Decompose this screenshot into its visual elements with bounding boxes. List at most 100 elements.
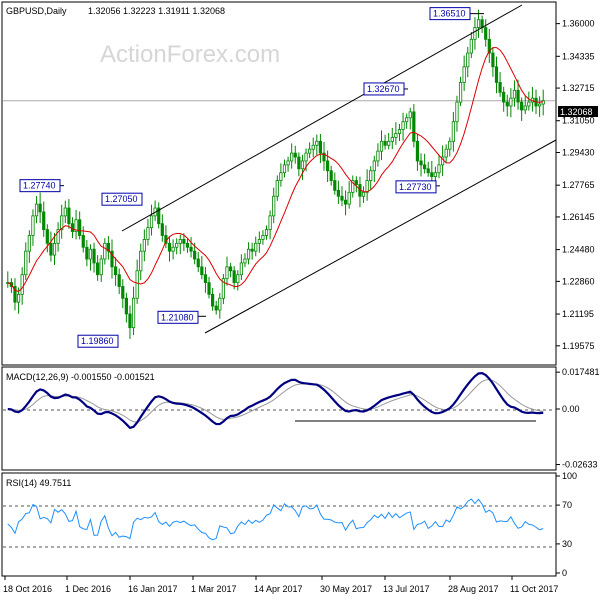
- candle-body: [390, 137, 394, 142]
- key-level-box: [429, 7, 471, 21]
- candle-body: [13, 286, 17, 303]
- candle-body: [160, 223, 164, 236]
- candle-body: [196, 258, 200, 268]
- candle-body: [106, 242, 111, 252]
- candle-body: [218, 297, 222, 311]
- price-panel: ActionForex.com 1.277401.198601.270501.2…: [1, 1, 598, 366]
- candle-body: [538, 103, 542, 107]
- candle-body: [63, 207, 67, 217]
- candle-body: [171, 246, 175, 252]
- price-y-tick-label: 1.29430: [562, 148, 595, 158]
- time-tick-label: 1 Dec 2016: [65, 584, 111, 594]
- candle-body: [376, 150, 380, 162]
- time-tick-label: 28 Aug 2017: [448, 584, 499, 594]
- time-tick-label: 1 Mar 2017: [191, 584, 237, 594]
- candle-body: [426, 168, 430, 174]
- candle-body: [103, 242, 107, 260]
- candle-body: [290, 152, 294, 162]
- candle-body: [185, 242, 190, 248]
- time-axis: 18 Oct 2016 1 Dec 2016 16 Jan 2017 1 Mar 20…: [3, 576, 558, 594]
- candle-body: [423, 164, 427, 170]
- macd-y-axis: 0.017481 0.00 -0.02633: [556, 367, 600, 470]
- candle-body: [520, 101, 524, 111]
- rsi-y-tick-label: 100: [562, 471, 577, 481]
- candle-body: [487, 38, 491, 54]
- key-level-label: 1.32670: [367, 84, 400, 94]
- candle-body: [67, 207, 71, 225]
- candle-body: [16, 293, 21, 303]
- price-y-tick-label: 1.26145: [562, 212, 595, 222]
- trend-channel: [121, 4, 557, 334]
- key-level-box: [77, 334, 119, 348]
- candle-body: [96, 262, 100, 276]
- key-level-box: [395, 180, 437, 194]
- candle-body: [142, 239, 146, 252]
- candle-body: [433, 172, 438, 178]
- candle-body: [261, 235, 265, 240]
- key-level-label: 1.36510: [433, 9, 466, 19]
- candle-body: [286, 160, 290, 166]
- candle-body: [408, 111, 412, 119]
- price-y-axis: 1.36000 1.34335 1.32715 1.31050 1.29430 1.277…: [556, 19, 595, 351]
- price-y-tick-label: 1.32715: [562, 83, 595, 93]
- candle-body: [512, 89, 517, 99]
- key-level-box: [363, 82, 405, 96]
- key-level-label: 1.27740: [23, 181, 56, 191]
- candle-body: [361, 191, 366, 197]
- candle-body: [462, 66, 466, 83]
- candle-body: [239, 262, 243, 276]
- candle-body: [49, 242, 53, 256]
- rsi-panel-title: RSI(14) 49.7511: [6, 478, 71, 488]
- current-price-marker: 1.32068: [558, 106, 598, 117]
- channel-lower-line: [204, 139, 557, 334]
- time-tick-label: 16 Jan 2017: [128, 584, 178, 594]
- macd-panel-title: MACD(12,26,9) -0.001550 -0.001521: [6, 372, 155, 382]
- candle-body: [502, 91, 506, 103]
- candle-body: [484, 27, 488, 40]
- candle-body: [20, 274, 24, 295]
- price-y-tick-label: 1.21195: [562, 309, 594, 319]
- candle-body: [121, 286, 125, 299]
- candle-body: [494, 66, 499, 83]
- candle-body: [232, 270, 236, 283]
- candle-body: [135, 270, 139, 299]
- candle-body: [405, 117, 409, 123]
- candle-body: [211, 293, 215, 307]
- candle-body: [110, 250, 114, 268]
- candle-body: [78, 219, 82, 236]
- candle-body: [236, 274, 240, 283]
- candle-body: [340, 195, 344, 201]
- candle-body: [200, 266, 204, 276]
- candle-body: [397, 129, 402, 134]
- candle-body: [92, 248, 96, 264]
- rsi-panel: RSI(14) 49.7511 100 70 30 0: [1, 471, 577, 578]
- candle-body: [336, 189, 340, 197]
- candle-body: [315, 140, 319, 146]
- candle-body: [117, 274, 121, 287]
- key-level-label: 1.19860: [81, 336, 114, 346]
- candle-body: [448, 140, 452, 150]
- candle-body: [458, 82, 463, 103]
- candle-body: [193, 250, 197, 260]
- candle-body: [394, 133, 398, 138]
- candle-body: [379, 140, 384, 152]
- candle-body: [476, 19, 481, 28]
- current-price-box: [558, 106, 598, 117]
- ohlc-readout: 1.32056 1.32223 1.31911 1.32068: [88, 6, 225, 16]
- candle-body: [369, 170, 373, 181]
- candle-body: [516, 89, 520, 103]
- macd-main-line: [7, 372, 544, 430]
- candle-body: [167, 242, 172, 252]
- candle-body: [228, 266, 233, 272]
- candle-body: [128, 313, 132, 329]
- time-tick-label: 30 May 2017: [320, 584, 372, 594]
- candle-body: [473, 27, 477, 40]
- candle-body: [498, 82, 502, 93]
- candle-body: [326, 160, 330, 172]
- rsi-y-axis: 100 70 30 0: [556, 471, 577, 578]
- candle-body: [455, 101, 459, 123]
- candle-body: [24, 250, 28, 276]
- candle-body: [304, 152, 308, 162]
- current-price-label: 1.32068: [560, 107, 593, 117]
- candle-body: [318, 140, 323, 154]
